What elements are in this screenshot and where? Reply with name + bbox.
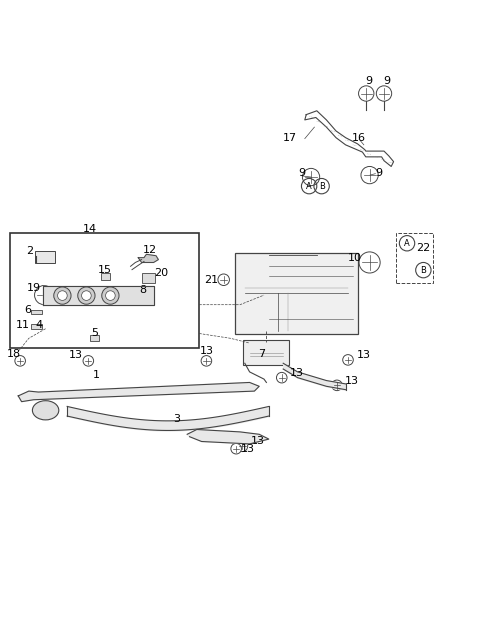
Text: 13: 13 — [290, 368, 304, 378]
Circle shape — [359, 252, 380, 273]
Circle shape — [302, 168, 320, 186]
Text: 16: 16 — [352, 132, 366, 142]
Circle shape — [231, 443, 241, 454]
Polygon shape — [138, 254, 158, 262]
Circle shape — [237, 441, 248, 452]
Circle shape — [58, 291, 67, 300]
Bar — [31, 310, 42, 314]
Text: 13: 13 — [240, 444, 255, 454]
Text: 18: 18 — [6, 348, 21, 358]
Text: 20: 20 — [154, 269, 168, 279]
Text: 11: 11 — [16, 320, 30, 330]
Circle shape — [361, 167, 378, 184]
Circle shape — [106, 291, 115, 300]
FancyBboxPatch shape — [243, 340, 289, 365]
Text: 8: 8 — [140, 285, 146, 295]
Bar — [142, 273, 155, 283]
Circle shape — [102, 287, 119, 304]
Text: 13: 13 — [356, 350, 371, 360]
Text: 13: 13 — [251, 436, 265, 446]
Circle shape — [276, 373, 287, 383]
Text: 13: 13 — [199, 346, 214, 357]
Text: 10: 10 — [348, 253, 362, 263]
Bar — [31, 324, 42, 329]
Text: 4: 4 — [36, 320, 43, 330]
FancyBboxPatch shape — [35, 251, 55, 264]
Text: 5: 5 — [92, 327, 98, 337]
Text: 14: 14 — [83, 224, 97, 234]
Circle shape — [359, 86, 374, 101]
Text: A: A — [404, 239, 410, 248]
Text: 22: 22 — [416, 243, 431, 253]
Text: 13: 13 — [69, 350, 84, 360]
Circle shape — [376, 86, 392, 101]
Text: 6: 6 — [24, 305, 31, 316]
Polygon shape — [18, 383, 259, 402]
Text: 12: 12 — [143, 246, 157, 256]
Text: 19: 19 — [26, 283, 41, 293]
Ellipse shape — [33, 400, 59, 420]
Circle shape — [78, 287, 95, 304]
Bar — [90, 335, 99, 340]
Text: 13: 13 — [345, 376, 360, 386]
Bar — [101, 273, 110, 280]
Text: 15: 15 — [97, 265, 112, 275]
Bar — [10, 233, 199, 348]
Text: 3: 3 — [173, 414, 180, 424]
Text: A: A — [306, 181, 312, 191]
Polygon shape — [187, 430, 269, 444]
Circle shape — [332, 380, 342, 391]
Circle shape — [343, 355, 353, 365]
Text: B: B — [420, 266, 426, 275]
FancyBboxPatch shape — [235, 253, 358, 334]
Text: 2: 2 — [26, 246, 33, 256]
Text: 9: 9 — [376, 168, 383, 178]
Text: 21: 21 — [204, 275, 218, 285]
Text: 17: 17 — [282, 132, 297, 142]
Text: 1: 1 — [93, 370, 99, 380]
Circle shape — [15, 355, 25, 366]
Circle shape — [82, 291, 91, 300]
Circle shape — [54, 287, 71, 304]
Circle shape — [218, 274, 229, 285]
Circle shape — [201, 355, 212, 366]
Text: 7: 7 — [258, 349, 265, 359]
Circle shape — [35, 285, 54, 305]
Text: 9: 9 — [298, 168, 305, 178]
Polygon shape — [43, 287, 154, 305]
Text: 9: 9 — [366, 76, 372, 85]
Text: B: B — [319, 181, 324, 191]
Text: 9: 9 — [384, 76, 390, 85]
Circle shape — [83, 355, 94, 366]
